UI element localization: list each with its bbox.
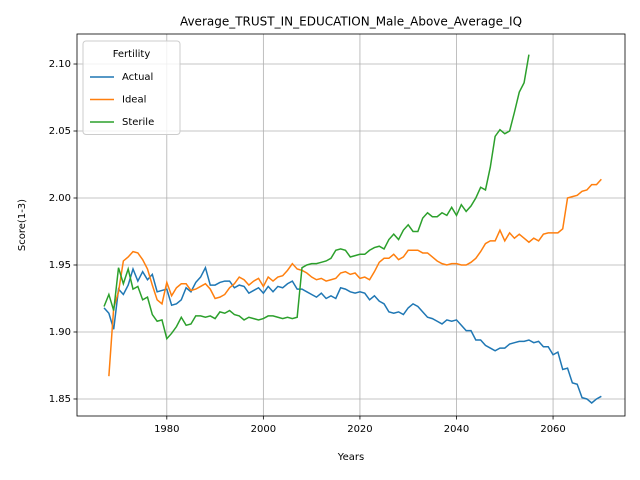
series-line [103,54,530,341]
legend: Fertility Actual Ideal Sterile [82,40,181,135]
plot-frame [76,33,626,417]
y-tick-label: 2.05 [49,126,71,137]
legend-box [82,40,181,135]
legend-title: Fertility [113,49,151,60]
series-line [108,178,602,377]
x-tick-label: 2020 [347,424,372,435]
y-tick-label: 1.85 [49,394,71,405]
x-axis-label: Years [337,452,364,463]
chart-title: Average_TRUST_IN_EDUCATION_Male_Above_Av… [180,15,522,29]
y-tick-label: 1.95 [49,260,71,271]
y-tick-label: 2.10 [49,59,71,70]
y-axis-label: Score(1-3) [17,199,28,251]
legend-label: Actual [122,72,153,83]
y-tick-label: 2.00 [49,193,71,204]
legend-label: Ideal [122,95,146,106]
x-tick-label: 2000 [251,424,276,435]
legend-label: Sterile [122,117,154,128]
x-tick-label: 2040 [444,424,469,435]
y-tick-label: 1.90 [49,327,71,338]
x-tick-label: 1980 [154,424,179,435]
x-tick-label: 2060 [540,424,565,435]
series-line [103,265,602,404]
